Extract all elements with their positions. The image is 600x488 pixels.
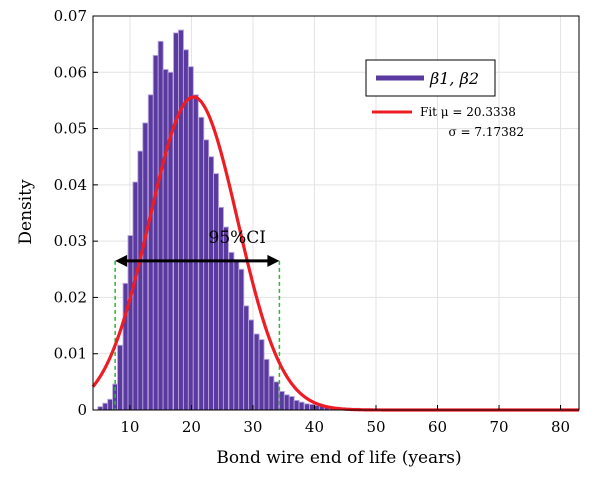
legend-label: β1, β2 <box>429 69 479 88</box>
histogram-bar <box>309 403 315 411</box>
histogram-bar <box>313 405 320 411</box>
histogram-bar <box>117 344 124 411</box>
y-tick-label: 0.05 <box>54 120 87 138</box>
histogram-bar <box>283 394 290 411</box>
x-tick-label: 60 <box>428 418 447 436</box>
x-tick-label: 20 <box>182 418 201 436</box>
y-tick-label: 0 <box>77 401 87 419</box>
plot-frame <box>92 15 580 411</box>
histogram-bar <box>102 402 109 411</box>
ci-arrow-head-right <box>267 254 280 267</box>
histogram-bar <box>288 396 295 411</box>
histogram-bar <box>187 66 194 411</box>
histogram-bar <box>233 260 240 411</box>
histogram-bar <box>132 181 139 411</box>
histogram-bar <box>253 333 260 411</box>
y-tick-label: 0.06 <box>54 63 87 81</box>
histogram-bar <box>157 40 164 411</box>
y-tick-label: 0.02 <box>54 288 87 306</box>
histogram-bars <box>97 29 578 411</box>
y-axis-ticks: 0 0.01 0.02 0.03 0.04 0.05 0.06 0.07 <box>54 7 98 419</box>
y-tick-label: 0.01 <box>54 345 87 363</box>
x-tick-label: 70 <box>489 418 508 436</box>
histogram-bar <box>293 399 300 411</box>
histogram-bar <box>213 173 220 411</box>
x-tick-label: 30 <box>243 418 262 436</box>
ci-label: 95%CI <box>209 228 267 248</box>
y-tick-label: 0.07 <box>54 7 87 25</box>
histogram-bar <box>222 226 229 411</box>
fit-legend: Fit μ = 20.3338 σ = 7.17382 <box>372 105 524 139</box>
histogram-bar <box>263 358 270 411</box>
legend: β1, β2 <box>365 59 496 97</box>
confidence-interval-lines <box>114 260 281 410</box>
histogram-bar <box>147 94 154 411</box>
histogram-bar <box>268 375 275 411</box>
ci-arrow-head-left <box>115 254 128 267</box>
x-tick-label: 80 <box>551 418 570 436</box>
histogram-bar <box>173 32 180 411</box>
fit-label-sigma: σ = 7.17382 <box>449 125 525 139</box>
histogram-bar <box>167 71 174 411</box>
histogram-bar <box>273 381 280 411</box>
x-tick-label: 50 <box>366 418 385 436</box>
histogram-bar <box>177 29 184 411</box>
histogram-bar <box>152 54 159 411</box>
histogram-bar <box>203 139 210 411</box>
x-axis-label: Bond wire end of life (years) <box>216 448 461 468</box>
x-tick-label: 40 <box>305 418 324 436</box>
histogram-bar <box>208 156 215 411</box>
y-tick-label: 0.03 <box>54 232 87 250</box>
y-axis-label: Density <box>16 179 36 245</box>
histogram-bar <box>192 94 199 411</box>
x-tick-label: 10 <box>120 418 139 436</box>
histogram-bar <box>248 319 255 411</box>
histogram-bar <box>258 339 265 411</box>
confidence-interval-arrow <box>115 254 280 267</box>
fit-label-mu: Fit μ = 20.3338 <box>420 105 516 119</box>
histogram-bar <box>162 69 169 411</box>
histogram-bar <box>137 150 144 411</box>
histogram-bar <box>107 398 114 411</box>
x-axis-ticks: 10 20 30 40 50 60 70 80 <box>120 405 570 436</box>
histogram-bar <box>238 268 245 411</box>
histogram-bar <box>198 116 205 411</box>
histogram-bar <box>298 401 305 411</box>
histogram-bar <box>228 251 235 411</box>
y-tick-label: 0.04 <box>54 176 87 194</box>
histogram-bar <box>97 406 104 411</box>
histogram-bar <box>243 305 250 411</box>
histogram-bar <box>142 122 149 411</box>
histogram-bar <box>304 403 311 411</box>
